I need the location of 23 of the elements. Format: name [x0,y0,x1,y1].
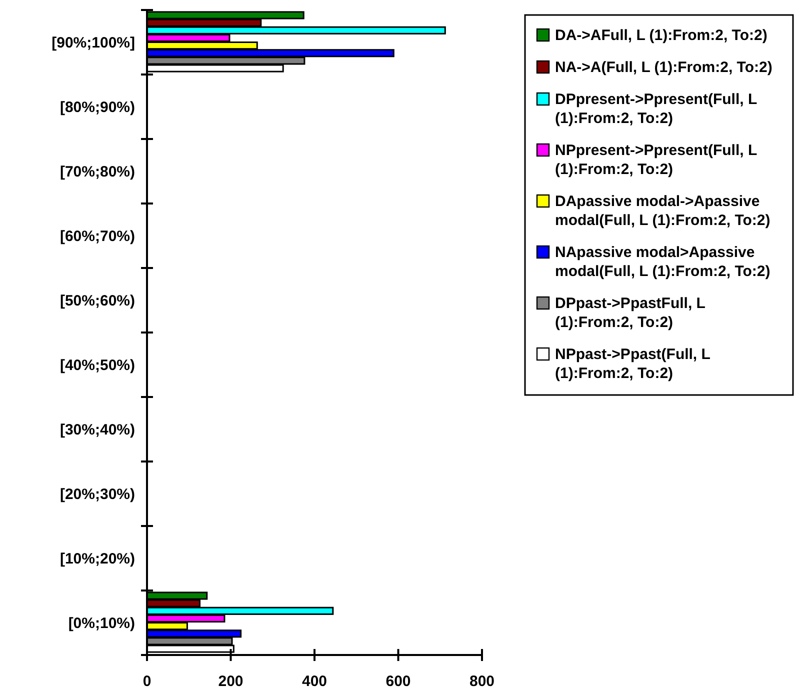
legend-label: DApassive modal->Apassive modal(Full, L (1):From:2, To:2) [555,193,770,229]
y-tick-label: [60%;70%) [60,228,136,245]
y-tick-label: [70%;80%) [60,163,136,180]
y-tick-label: [10%;20%) [60,550,136,568]
x-tick-label: 0 [142,673,152,690]
y-tick-label: [30%;40%) [60,421,136,438]
y-tick-label: [80%;90%) [60,98,136,116]
y-tick-label: [0%;10%) [68,614,136,632]
legend-label: NPpresent->Ppresent(Full, L (1):From:2, To:2) [555,142,758,178]
y-tick-label: [20%;30%) [60,486,136,503]
legend-label: NApassive modal>Apassive modal(Full, L (1):From:2, To:2) [555,244,770,280]
legend-label: NA->A(Full, L (1):From:2, To:2) [555,59,772,76]
x-tick-label: 200 [218,673,244,690]
x-tick-label: 600 [386,673,411,690]
legend-label: DPpast->PpastFull, L (1):From:2, To:2) [555,295,706,331]
legend-label: NPpast->Ppast(Full, L (1):From:2, To:2) [555,346,710,382]
x-tick-label: 800 [469,673,495,690]
legend-label: DA->AFull, L (1):From:2, To:2) [555,27,768,44]
y-tick-label: [50%;60%) [60,292,136,310]
legend-label: DPpresent->Ppresent(Full, L (1):From:2, To:2) [555,91,758,127]
y-tick-label: [90%;100%] [52,34,135,52]
x-tick-label: 400 [302,673,328,690]
y-tick-label: [40%;50%) [60,356,136,374]
